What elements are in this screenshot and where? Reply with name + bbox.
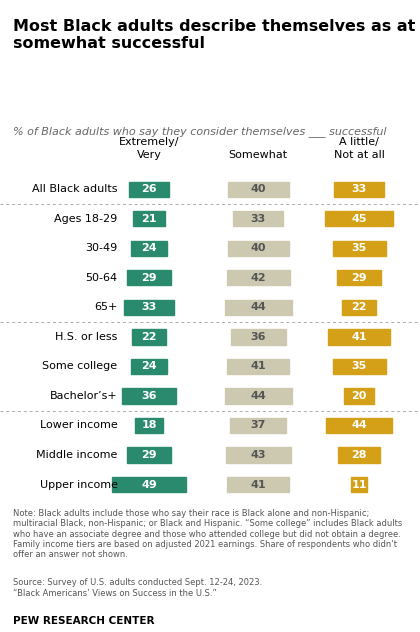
- Bar: [337, 270, 381, 286]
- Text: 11: 11: [352, 480, 367, 490]
- Text: 40: 40: [251, 185, 266, 194]
- Text: 35: 35: [352, 362, 367, 372]
- Text: 24: 24: [141, 243, 157, 253]
- Bar: [226, 447, 291, 463]
- Text: 41: 41: [250, 362, 266, 372]
- Text: 44: 44: [250, 391, 266, 401]
- Text: 33: 33: [251, 214, 266, 224]
- Bar: [131, 359, 167, 374]
- Bar: [131, 241, 167, 256]
- Bar: [112, 477, 186, 492]
- Text: A little/
Not at all: A little/ Not at all: [333, 137, 385, 160]
- Text: 40: 40: [251, 243, 266, 253]
- Text: Extremely/
Very: Extremely/ Very: [119, 137, 179, 160]
- Text: 45: 45: [352, 214, 367, 224]
- Text: Ages 18-29: Ages 18-29: [54, 214, 118, 224]
- Text: H.S. or less: H.S. or less: [55, 332, 118, 342]
- Bar: [325, 211, 393, 226]
- Text: 43: 43: [251, 450, 266, 460]
- Text: 50-64: 50-64: [86, 273, 118, 283]
- Text: 35: 35: [352, 243, 367, 253]
- Bar: [127, 447, 171, 463]
- Bar: [226, 270, 290, 286]
- Text: 30-49: 30-49: [85, 243, 118, 253]
- Text: Most Black adults describe themselves as at least
somewhat successful: Most Black adults describe themselves as…: [13, 19, 420, 51]
- Text: Lower income: Lower income: [40, 420, 118, 430]
- Text: 36: 36: [251, 332, 266, 342]
- Bar: [333, 359, 386, 374]
- Text: 24: 24: [141, 362, 157, 372]
- Text: 37: 37: [251, 420, 266, 430]
- Bar: [338, 447, 380, 463]
- Text: 26: 26: [141, 185, 157, 194]
- Bar: [227, 359, 289, 374]
- Bar: [342, 300, 376, 315]
- Bar: [326, 418, 392, 433]
- Text: 22: 22: [142, 332, 157, 342]
- Bar: [129, 181, 169, 197]
- Text: Bachelor’s+: Bachelor’s+: [50, 391, 118, 401]
- Text: 21: 21: [142, 214, 157, 224]
- Text: Middle income: Middle income: [36, 450, 118, 460]
- Bar: [334, 181, 384, 197]
- Text: Note: Black adults include those who say their race is Black alone and non-Hispa: Note: Black adults include those who say…: [13, 509, 402, 559]
- Text: 44: 44: [250, 302, 266, 312]
- Text: Somewhat: Somewhat: [229, 150, 288, 160]
- Text: 22: 22: [352, 302, 367, 312]
- Bar: [225, 300, 291, 315]
- Text: % of Black adults who say they consider themselves ___ successful: % of Black adults who say they consider …: [13, 126, 386, 137]
- Text: Some college: Some college: [42, 362, 118, 372]
- Bar: [127, 270, 171, 286]
- Bar: [328, 329, 390, 344]
- Text: Source: Survey of U.S. adults conducted Sept. 12-24, 2023.
“Black Americans’ Vie: Source: Survey of U.S. adults conducted …: [13, 578, 262, 598]
- Bar: [230, 418, 286, 433]
- Bar: [351, 477, 368, 492]
- Text: 20: 20: [352, 391, 367, 401]
- Text: 29: 29: [141, 273, 157, 283]
- Text: 33: 33: [142, 302, 157, 312]
- Text: Upper income: Upper income: [39, 480, 118, 490]
- Bar: [136, 418, 163, 433]
- Text: 18: 18: [142, 420, 157, 430]
- Bar: [124, 300, 174, 315]
- Text: 41: 41: [250, 480, 266, 490]
- Bar: [234, 211, 283, 226]
- Text: 29: 29: [351, 273, 367, 283]
- Text: PEW RESEARCH CENTER: PEW RESEARCH CENTER: [13, 616, 154, 626]
- Text: 41: 41: [351, 332, 367, 342]
- Text: 29: 29: [141, 450, 157, 460]
- Text: 65+: 65+: [94, 302, 118, 312]
- Bar: [344, 388, 374, 404]
- Text: All Black adults: All Black adults: [32, 185, 118, 194]
- Bar: [225, 388, 291, 404]
- Text: 33: 33: [352, 185, 367, 194]
- Text: 49: 49: [141, 480, 157, 490]
- Bar: [228, 241, 289, 256]
- Bar: [228, 181, 289, 197]
- Bar: [227, 477, 289, 492]
- Text: 36: 36: [142, 391, 157, 401]
- Bar: [333, 241, 386, 256]
- Bar: [231, 329, 286, 344]
- Text: 44: 44: [351, 420, 367, 430]
- Bar: [122, 388, 176, 404]
- Bar: [133, 211, 165, 226]
- Text: 42: 42: [250, 273, 266, 283]
- Bar: [132, 329, 166, 344]
- Text: 28: 28: [352, 450, 367, 460]
